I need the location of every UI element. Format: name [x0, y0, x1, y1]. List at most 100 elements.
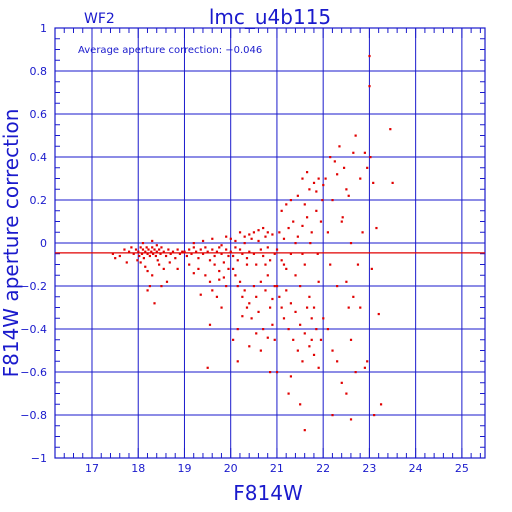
- data-point: [178, 252, 182, 255]
- data-point: [322, 317, 325, 320]
- data-point: [208, 323, 212, 326]
- data-point: [234, 239, 237, 243]
- data-point: [225, 285, 228, 288]
- data-point: [123, 248, 126, 251]
- data-point: [280, 209, 283, 212]
- data-point: [280, 306, 283, 309]
- data-point: [294, 274, 297, 277]
- y-tick-label: 0.6: [30, 108, 48, 121]
- data-point: [144, 250, 147, 253]
- data-point: [147, 248, 150, 251]
- y-tick-label: 1: [40, 22, 47, 35]
- data-point: [375, 226, 378, 230]
- data-point: [282, 317, 286, 320]
- data-point: [171, 250, 175, 253]
- data-point: [141, 242, 145, 245]
- data-point: [250, 317, 253, 320]
- data-point: [333, 160, 336, 163]
- data-point: [236, 259, 239, 262]
- data-point: [305, 216, 309, 219]
- data-point: [225, 248, 228, 251]
- data-point: [299, 323, 302, 326]
- data-point: [146, 252, 149, 255]
- data-point: [201, 252, 205, 255]
- data-point: [317, 366, 320, 369]
- data-point: [160, 285, 163, 288]
- data-point: [188, 248, 191, 251]
- x-tick-label: 19: [177, 462, 191, 475]
- data-point: [266, 231, 269, 234]
- data-point: [310, 231, 313, 234]
- y-tick-label: −0.2: [20, 280, 47, 293]
- data-point: [259, 248, 262, 251]
- data-point: [156, 259, 159, 262]
- data-point: [227, 254, 230, 258]
- data-point: [192, 246, 195, 249]
- data-point: [352, 295, 355, 298]
- data-point: [255, 263, 258, 266]
- data-point: [329, 263, 332, 266]
- data-point: [137, 250, 140, 253]
- data-point: [252, 252, 256, 255]
- chart-subtitle: WF2: [84, 11, 115, 27]
- data-point: [303, 263, 306, 266]
- data-point: [269, 306, 272, 309]
- grid-lines: [55, 27, 485, 459]
- data-point: [299, 285, 302, 288]
- data-point: [236, 285, 239, 288]
- data-point: [342, 166, 346, 169]
- data-point: [164, 254, 168, 258]
- data-point: [273, 252, 276, 255]
- data-point: [264, 235, 267, 238]
- data-point: [363, 366, 366, 369]
- data-point: [331, 199, 334, 202]
- data-point: [114, 257, 117, 260]
- data-point: [319, 338, 323, 341]
- data-point: [305, 306, 309, 309]
- data-point: [285, 289, 288, 292]
- data-point: [225, 235, 228, 238]
- data-point: [305, 171, 309, 174]
- data-point: [167, 248, 170, 251]
- x-tick-labels: 17 18 19 20 21 22 23 24 25: [85, 462, 469, 475]
- data-point: [169, 252, 172, 255]
- data-point: [329, 156, 332, 159]
- data-point: [389, 128, 392, 131]
- data-point: [310, 317, 313, 320]
- data-point: [317, 177, 320, 180]
- data-point: [148, 254, 151, 258]
- data-point: [299, 403, 302, 406]
- data-point: [303, 332, 306, 335]
- data-point: [278, 231, 281, 234]
- data-point: [201, 239, 205, 243]
- data-point: [377, 312, 380, 316]
- data-point: [370, 267, 373, 270]
- y-axis-label: F814W aperture correction: [0, 109, 23, 378]
- data-point: [234, 246, 237, 249]
- data-point: [252, 285, 256, 288]
- data-point: [215, 250, 219, 253]
- data-point: [322, 183, 325, 187]
- data-point: [275, 371, 279, 374]
- data-point: [153, 302, 156, 305]
- data-point: [248, 233, 251, 236]
- x-tick-label: 22: [316, 462, 330, 475]
- data-point: [159, 252, 162, 255]
- data-point: [345, 280, 348, 283]
- data-point: [127, 250, 131, 253]
- data-point: [315, 190, 318, 193]
- data-point: [248, 345, 251, 348]
- x-tick-label: 25: [455, 462, 469, 475]
- data-point: [349, 418, 353, 421]
- data-point: [148, 285, 151, 288]
- data-point: [158, 263, 161, 266]
- data-point: [146, 289, 149, 292]
- data-point: [238, 231, 242, 234]
- data-point: [158, 248, 161, 251]
- data-point: [208, 280, 212, 283]
- data-point: [213, 263, 216, 266]
- data-point: [211, 237, 214, 240]
- data-point: [321, 199, 324, 202]
- data-point: [345, 188, 348, 191]
- data-point: [222, 276, 225, 279]
